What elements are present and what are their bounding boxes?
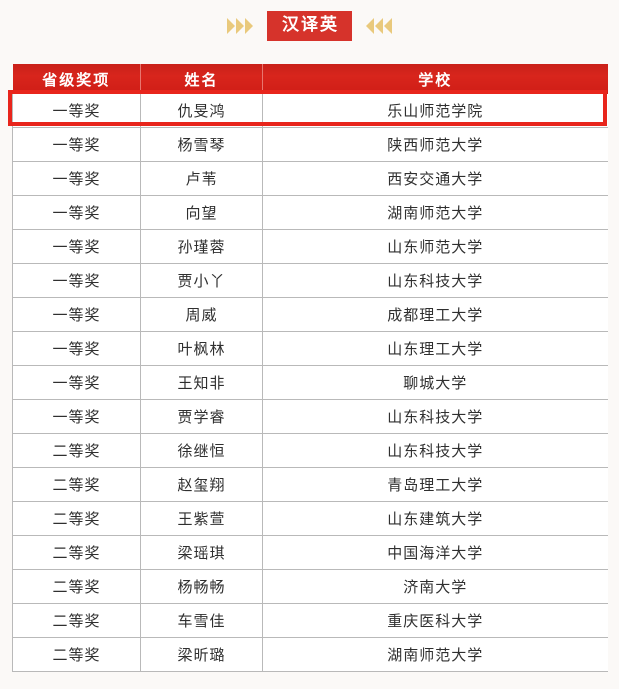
school-cell: 西安交通大学 (262, 161, 608, 196)
name-cell: 杨雪琴 (140, 127, 263, 162)
school-cell: 济南大学 (262, 569, 608, 604)
section-banner: 汉译英 (0, 0, 619, 52)
award-cell: 一等奖 (12, 365, 141, 400)
table-row[interactable]: 一等奖 贾学睿 山东科技大学 (12, 399, 608, 434)
name-cell: 卢苇 (140, 161, 263, 196)
chevron-left-triple-icon (366, 18, 392, 34)
chevron-right-triple-icon (227, 18, 253, 34)
table-row[interactable]: 一等奖 孙瑾蓉 山东师范大学 (12, 229, 608, 264)
name-cell: 仇旻鸿 (140, 94, 263, 128)
school-cell: 山东理工大学 (262, 331, 608, 366)
school-cell: 青岛理工大学 (262, 467, 608, 502)
school-cell: 乐山师范学院 (262, 94, 608, 128)
table-header: 省级奖项 姓名 学校 (12, 64, 608, 94)
table-row[interactable]: 一等奖 仇旻鸿 乐山师范学院 (12, 94, 608, 128)
table-row[interactable]: 一等奖 杨雪琴 陕西师范大学 (12, 127, 608, 162)
table-header-row: 省级奖项 姓名 学校 (12, 64, 608, 94)
table-row[interactable]: 二等奖 梁昕璐 湖南师范大学 (12, 637, 608, 672)
award-cell: 二等奖 (12, 535, 141, 570)
table-row[interactable]: 一等奖 卢苇 西安交通大学 (12, 161, 608, 196)
award-cell: 一等奖 (12, 399, 141, 434)
school-cell: 聊城大学 (262, 365, 608, 400)
award-cell: 一等奖 (12, 127, 141, 162)
name-cell: 杨畅畅 (140, 569, 263, 604)
table-row[interactable]: 一等奖 贾小丫 山东科技大学 (12, 263, 608, 298)
table-row[interactable]: 一等奖 向望 湖南师范大学 (12, 195, 608, 230)
school-cell: 重庆医科大学 (262, 603, 608, 638)
school-cell: 山东科技大学 (262, 399, 608, 434)
school-cell: 山东建筑大学 (262, 501, 608, 536)
award-cell: 一等奖 (12, 94, 141, 128)
table-row[interactable]: 二等奖 王紫萱 山东建筑大学 (12, 501, 608, 536)
column-header-name: 姓名 (140, 64, 263, 94)
name-cell: 王知非 (140, 365, 263, 400)
school-cell: 山东师范大学 (262, 229, 608, 264)
award-table-container: 省级奖项 姓名 学校 一等奖 仇旻鸿 乐山师范学院 一等奖 杨雪琴 陕西师范大学 一等奖 卢苇… (8, 64, 608, 672)
school-cell: 湖南师范大学 (262, 195, 608, 230)
name-cell: 王紫萱 (140, 501, 263, 536)
table-row[interactable]: 二等奖 杨畅畅 济南大学 (12, 569, 608, 604)
name-cell: 赵玺翔 (140, 467, 263, 502)
name-cell: 车雪佳 (140, 603, 263, 638)
school-cell: 山东科技大学 (262, 433, 608, 468)
school-cell: 湖南师范大学 (262, 637, 608, 672)
award-table: 省级奖项 姓名 学校 一等奖 仇旻鸿 乐山师范学院 一等奖 杨雪琴 陕西师范大学 一等奖 卢苇… (12, 64, 608, 672)
award-cell: 一等奖 (12, 331, 141, 366)
column-header-award: 省级奖项 (12, 64, 141, 94)
name-cell: 孙瑾蓉 (140, 229, 263, 264)
table-body: 一等奖 仇旻鸿 乐山师范学院 一等奖 杨雪琴 陕西师范大学 一等奖 卢苇 西安交通大学 一等奖 向望… (12, 94, 608, 672)
column-header-school: 学校 (262, 64, 608, 94)
name-cell: 贾学睿 (140, 399, 263, 434)
award-cell: 一等奖 (12, 161, 141, 196)
award-cell: 一等奖 (12, 263, 141, 298)
name-cell: 周威 (140, 297, 263, 332)
award-cell: 二等奖 (12, 603, 141, 638)
award-cell: 二等奖 (12, 637, 141, 672)
name-cell: 梁瑶琪 (140, 535, 263, 570)
name-cell: 向望 (140, 195, 263, 230)
name-cell: 贾小丫 (140, 263, 263, 298)
table-row[interactable]: 二等奖 赵玺翔 青岛理工大学 (12, 467, 608, 502)
name-cell: 徐继恒 (140, 433, 263, 468)
table-row[interactable]: 一等奖 叶枫林 山东理工大学 (12, 331, 608, 366)
award-cell: 一等奖 (12, 195, 141, 230)
school-cell: 陕西师范大学 (262, 127, 608, 162)
award-cell: 二等奖 (12, 467, 141, 502)
name-cell: 梁昕璐 (140, 637, 263, 672)
table-row[interactable]: 二等奖 车雪佳 重庆医科大学 (12, 603, 608, 638)
table-row[interactable]: 一等奖 王知非 聊城大学 (12, 365, 608, 400)
school-cell: 成都理工大学 (262, 297, 608, 332)
award-cell: 二等奖 (12, 569, 141, 604)
award-cell: 二等奖 (12, 501, 141, 536)
award-cell: 一等奖 (12, 229, 141, 264)
table-row[interactable]: 一等奖 周威 成都理工大学 (12, 297, 608, 332)
award-cell: 二等奖 (12, 433, 141, 468)
name-cell: 叶枫林 (140, 331, 263, 366)
table-row[interactable]: 二等奖 梁瑶琪 中国海洋大学 (12, 535, 608, 570)
school-cell: 山东科技大学 (262, 263, 608, 298)
award-cell: 一等奖 (12, 297, 141, 332)
section-title-badge: 汉译英 (267, 11, 352, 41)
school-cell: 中国海洋大学 (262, 535, 608, 570)
table-row[interactable]: 二等奖 徐继恒 山东科技大学 (12, 433, 608, 468)
